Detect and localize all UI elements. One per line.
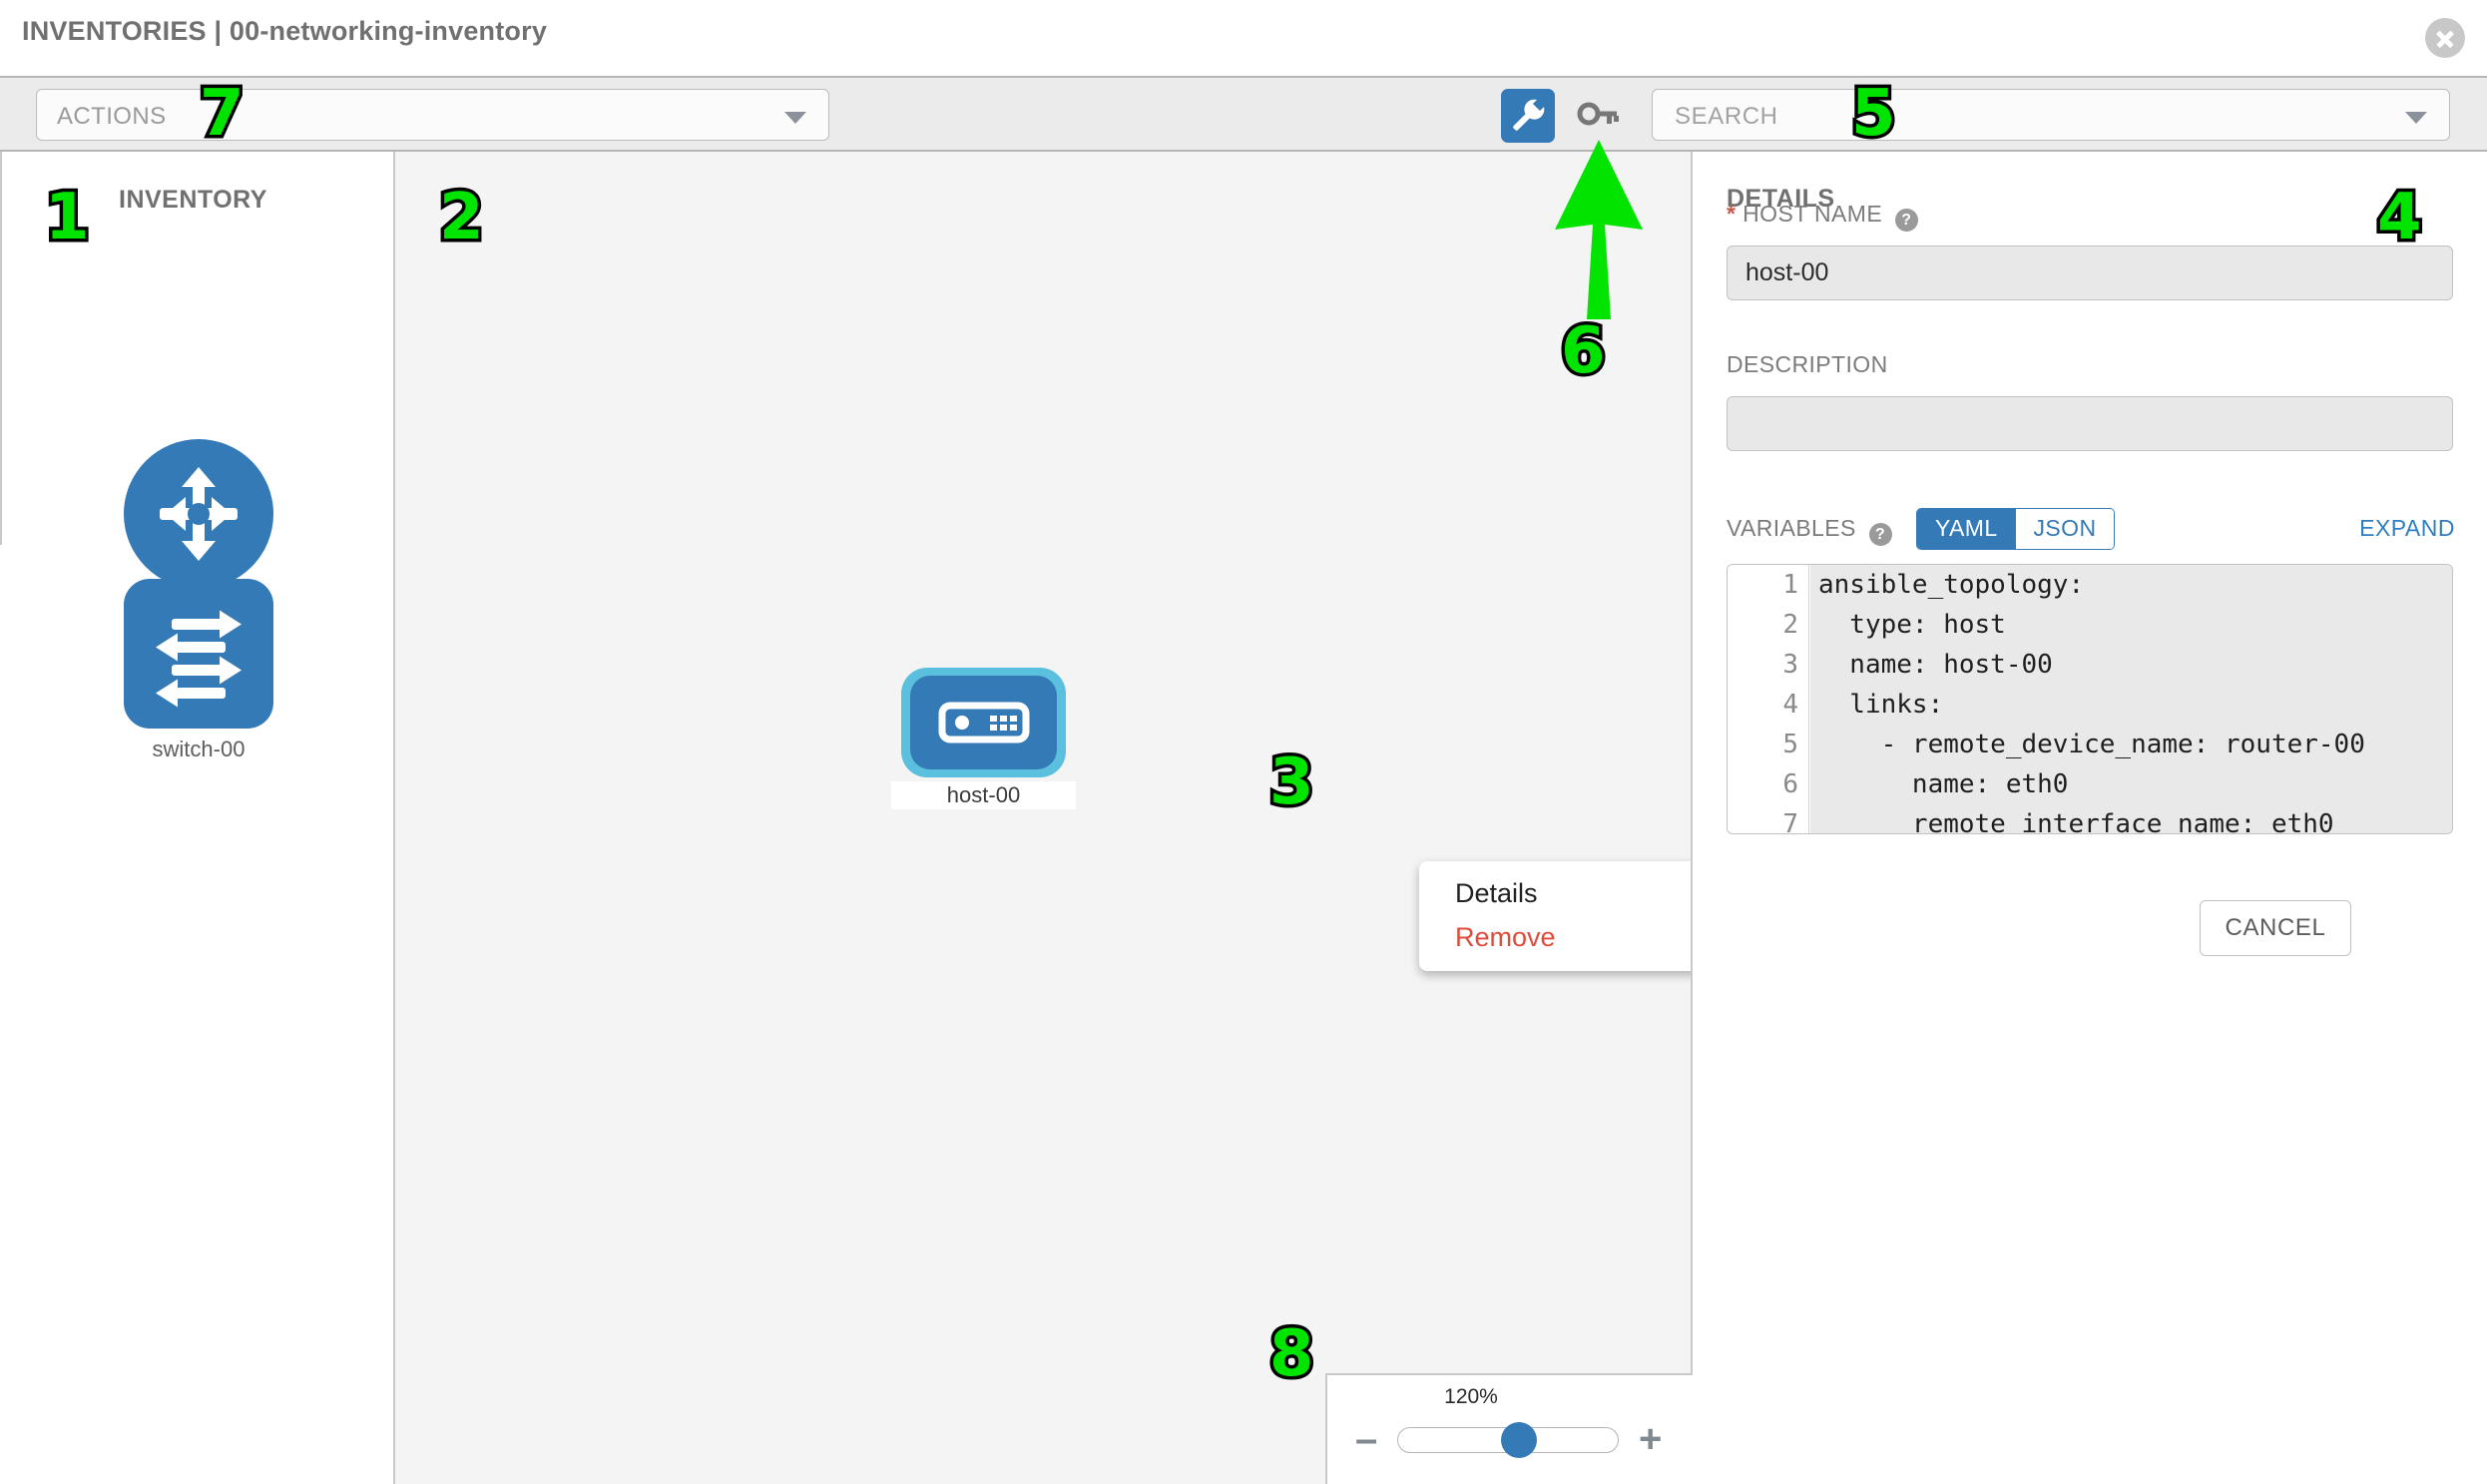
details-panel-title: DETAILS [1727, 185, 1835, 213]
canvas-node-label: host-00 [891, 781, 1076, 809]
description-field[interactable] [1727, 396, 2453, 451]
inventory-panel-title: INVENTORY [119, 186, 267, 214]
cancel-button[interactable]: CANCEL [2200, 900, 2351, 956]
variables-format-toggle: YAML JSON [1916, 508, 2116, 550]
format-option-json[interactable]: JSON [2015, 509, 2115, 549]
editor-line-number-gutter: 1 2 3 4 5 6 7 [1728, 565, 1809, 833]
line-number: 5 [1782, 730, 1798, 759]
code-line: name: eth0 [1818, 769, 2069, 799]
actions-dropdown[interactable]: ACTIONS [36, 89, 829, 141]
line-number: 4 [1782, 690, 1798, 720]
line-number: 3 [1782, 650, 1798, 680]
details-panel: DETAILS * HOST NAME ? host-00 DESCRIPTIO… [1695, 152, 2487, 1484]
expand-variables-link[interactable]: EXPAND [2359, 515, 2455, 541]
line-number: 2 [1782, 610, 1798, 640]
format-option-yaml[interactable]: YAML [1917, 509, 2016, 549]
zoom-slider-thumb[interactable] [1501, 1422, 1537, 1458]
host-name-label: * HOST NAME ? [1727, 201, 1918, 232]
router-icon [124, 439, 273, 589]
variables-label: VARIABLES ? [1727, 515, 1892, 546]
help-icon[interactable]: ? [1868, 523, 1892, 546]
host-name-field[interactable]: host-00 [1727, 246, 2453, 300]
context-menu-item-remove[interactable]: Remove [1455, 922, 1556, 952]
search-placeholder-label: SEARCH [1675, 103, 1778, 130]
code-line: links: [1818, 690, 1944, 720]
zoom-level-label: 120% [1444, 1385, 1498, 1408]
canvas-node-host[interactable]: host-00 [891, 668, 1076, 809]
actions-dropdown-label: ACTIONS [57, 103, 167, 130]
window-titlebar: INVENTORIES | 00-networking-inventory [0, 0, 2487, 76]
context-menu[interactable]: Details Remove [1419, 861, 1691, 971]
code-line: name: host-00 [1818, 650, 2053, 680]
key-icon[interactable] [1577, 100, 1619, 134]
description-label: DESCRIPTION [1727, 351, 1888, 377]
zoom-control: 120% – + [1325, 1373, 1693, 1484]
zoom-in-button[interactable]: + [1639, 1417, 1663, 1461]
required-marker: * [1727, 201, 1737, 227]
inventory-item-label: switch-00 [152, 737, 246, 761]
editor-code-area[interactable]: ansible_topology: type: host name: host-… [1810, 565, 2452, 833]
host-name-label-text: HOST NAME [1742, 201, 1883, 227]
zoom-out-button[interactable]: – [1355, 1417, 1378, 1461]
variables-code-editor[interactable]: 1 2 3 4 5 6 7 ansible_topology: type: ho… [1727, 564, 2453, 834]
close-icon[interactable] [2425, 18, 2465, 58]
variables-label-text: VARIABLES [1727, 515, 1856, 541]
search-input[interactable]: SEARCH [1652, 89, 2450, 141]
line-number: 7 [1782, 809, 1798, 834]
inventory-item-switch[interactable]: switch-00 [119, 579, 278, 762]
topology-canvas[interactable]: host-00 Details Remove [395, 152, 1693, 1484]
code-line: - remote_device_name: router-00 [1818, 730, 2365, 759]
wrench-icon[interactable] [1501, 89, 1555, 143]
code-line: ansible_topology: [1818, 570, 2085, 600]
line-number: 1 [1782, 570, 1798, 600]
host-server-icon [910, 676, 1057, 769]
chevron-down-icon [2405, 112, 2427, 124]
line-number: 6 [1782, 769, 1798, 799]
help-icon[interactable]: ? [1894, 209, 1918, 232]
page-title: INVENTORIES | 00-networking-inventory [22, 16, 548, 46]
switch-icon [124, 579, 273, 729]
code-line: remote_interface_name: eth0 [1818, 809, 2334, 834]
chevron-down-icon [784, 112, 806, 124]
context-menu-item-details[interactable]: Details [1455, 878, 1538, 908]
code-line: type: host [1818, 610, 2006, 640]
toolbar: ACTIONS SEARCH [0, 76, 2487, 152]
